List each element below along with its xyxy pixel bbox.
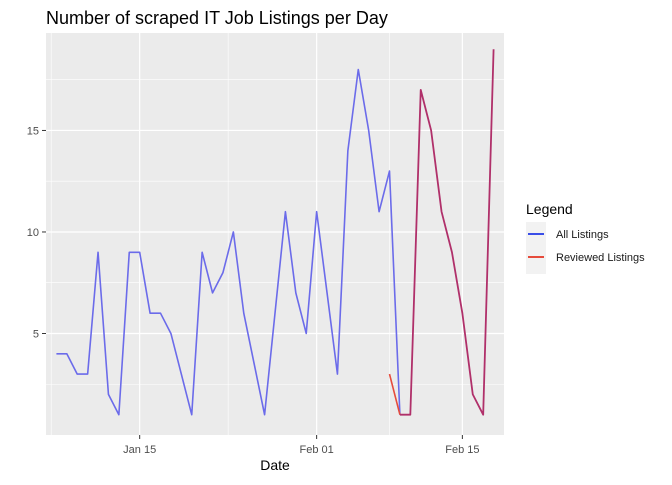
y-tick-label: 15 [27,125,39,137]
legend-label-all-listings: All Listings [556,229,609,241]
chart-title: Number of scraped IT Job Listings per Da… [46,8,388,28]
x-axis: Jan 15 Feb 01 Feb 15 [123,435,479,456]
series-line-all-listings [56,68,401,416]
series-line-overlap [399,49,495,416]
x-tick-label: Feb 15 [445,444,479,456]
legend-key-background [526,222,546,274]
series-lines [56,49,495,416]
x-axis-label: Date [260,457,290,473]
legend-title: Legend [526,201,573,217]
legend-label-reviewed-listings: Reviewed Listings [556,252,645,264]
major-gridlines [46,33,504,435]
plot-panel [46,33,504,435]
y-axis: 5 10 15 [27,125,46,340]
y-tick-label: 10 [27,227,39,239]
legend: Legend All Listings Reviewed Listings [526,201,645,274]
minor-gridlines [46,33,504,435]
y-tick-label: 5 [33,328,39,340]
x-tick-label: Feb 01 [300,444,334,456]
x-tick-label: Jan 15 [123,444,156,456]
series-line-reviewed-listings [388,373,401,415]
